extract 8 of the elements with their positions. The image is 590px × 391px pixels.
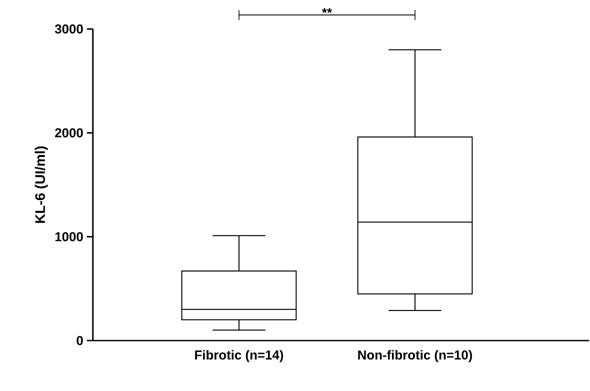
x-tick-label: Fibrotic (n=14) [195, 350, 284, 362]
x-tick-label: Non-fibrotic (n=10) [358, 350, 472, 362]
y-tick-label: 1000 [55, 232, 83, 242]
y-tick-label: 2000 [55, 128, 83, 138]
y-tick-label: 0 [76, 336, 83, 346]
text: ** [322, 8, 332, 14]
y-axis-title: KL-6 (UI/ml) [34, 146, 48, 224]
y-tick-label: 3000 [54, 24, 83, 34]
